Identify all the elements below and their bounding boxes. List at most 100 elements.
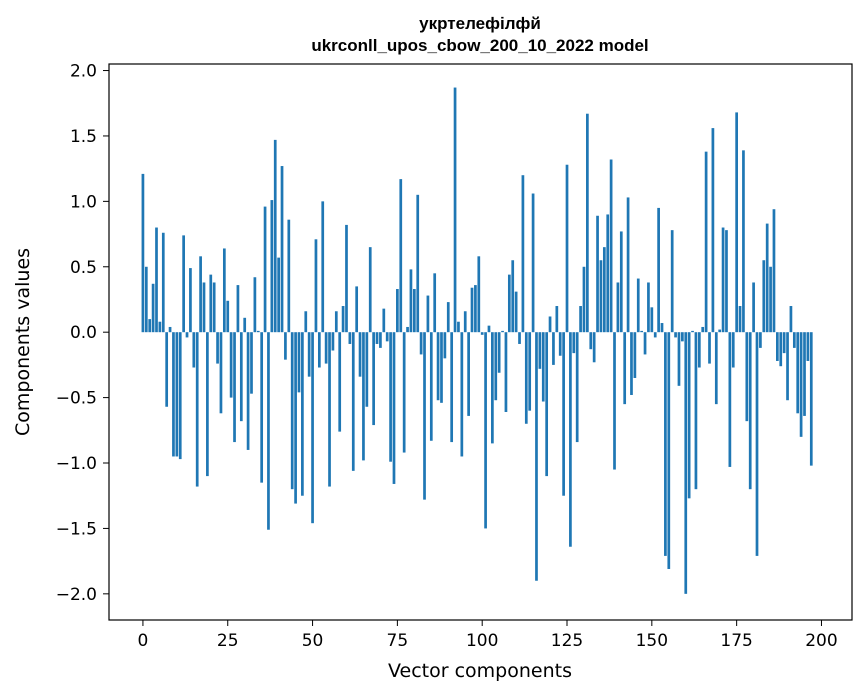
- bar: [484, 332, 487, 529]
- bar: [267, 332, 270, 530]
- bar: [653, 332, 657, 338]
- bar: [307, 332, 311, 377]
- bar: [239, 332, 243, 422]
- bar: [260, 332, 264, 483]
- bar: [718, 329, 722, 333]
- bar: [664, 332, 667, 556]
- y-tick-label: 0.5: [70, 258, 97, 278]
- bar: [304, 311, 308, 333]
- bar: [321, 201, 325, 333]
- bar: [277, 257, 280, 333]
- bars-group: [141, 87, 813, 594]
- bar: [457, 321, 460, 333]
- bar: [735, 112, 738, 333]
- bar: [531, 193, 535, 333]
- bar: [172, 332, 175, 457]
- y-axis-label: Components values: [12, 248, 34, 436]
- bar: [406, 326, 409, 333]
- bar: [776, 332, 779, 361]
- bar: [762, 260, 766, 333]
- y-tick-label: 0.0: [70, 323, 97, 343]
- chart-title: укртелефілфй: [419, 14, 541, 33]
- bar: [487, 325, 491, 333]
- bar: [409, 269, 413, 333]
- bar: [504, 332, 508, 412]
- bar: [602, 247, 606, 333]
- bar: [742, 150, 745, 333]
- bar: [623, 332, 627, 405]
- bar: [755, 332, 759, 556]
- bar: [168, 326, 172, 333]
- bar: [426, 295, 430, 333]
- bar: [345, 224, 348, 333]
- bar: [538, 332, 542, 369]
- bar: [613, 332, 616, 470]
- bar: [541, 332, 545, 402]
- bar: [501, 330, 504, 333]
- bar: [619, 231, 623, 333]
- bar: [440, 332, 443, 403]
- bar: [280, 166, 284, 333]
- bar: [691, 330, 694, 333]
- bar: [192, 332, 196, 368]
- x-tick-label: 75: [387, 631, 409, 651]
- bar: [626, 197, 630, 333]
- bar: [779, 332, 783, 367]
- bar: [284, 332, 287, 360]
- y-tick-label: −1.0: [56, 454, 97, 474]
- bar: [704, 151, 708, 333]
- bar: [548, 316, 552, 333]
- bar: [412, 289, 416, 333]
- bar: [372, 332, 375, 426]
- bar: [362, 332, 365, 461]
- bar: [375, 332, 379, 344]
- bar: [338, 332, 342, 432]
- bar: [660, 323, 664, 333]
- bar: [189, 268, 192, 333]
- bar: [158, 321, 162, 333]
- bar: [731, 332, 735, 368]
- bar: [182, 235, 185, 333]
- bar: [524, 332, 528, 424]
- bar: [365, 332, 369, 407]
- bar: [233, 332, 236, 443]
- bar: [453, 87, 457, 333]
- bar: [287, 219, 291, 333]
- bar: [178, 332, 182, 460]
- bar: [507, 274, 511, 333]
- bar: [518, 332, 521, 344]
- bar: [392, 332, 396, 484]
- bar: [314, 239, 318, 333]
- x-tick-label: 200: [805, 631, 837, 651]
- bar: [670, 230, 674, 333]
- bar: [246, 332, 250, 450]
- bar: [202, 282, 206, 333]
- bar: [599, 260, 603, 333]
- bar: [681, 332, 684, 342]
- bar: [609, 159, 613, 333]
- bar: [738, 306, 742, 333]
- x-ticks-group: 0 25 50 75 100 125 150 175 200: [138, 620, 838, 651]
- bar: [491, 332, 494, 444]
- bar: [334, 311, 338, 333]
- bar: [446, 302, 450, 333]
- bar: [273, 139, 277, 333]
- bar: [606, 214, 610, 333]
- bar: [545, 332, 549, 477]
- bar: [792, 332, 796, 348]
- bar: [480, 332, 484, 335]
- bar: [677, 332, 681, 386]
- bar: [711, 128, 715, 333]
- bar: [460, 332, 464, 457]
- bar: [389, 332, 392, 462]
- y-tick-label: −1.5: [56, 519, 97, 539]
- x-axis-label: Vector components: [388, 660, 572, 682]
- bar: [799, 332, 803, 437]
- bar: [256, 330, 260, 333]
- bar: [141, 173, 145, 333]
- bar: [348, 332, 352, 344]
- bar: [450, 332, 454, 443]
- bar: [752, 282, 755, 333]
- y-tick-label: −0.5: [56, 389, 97, 409]
